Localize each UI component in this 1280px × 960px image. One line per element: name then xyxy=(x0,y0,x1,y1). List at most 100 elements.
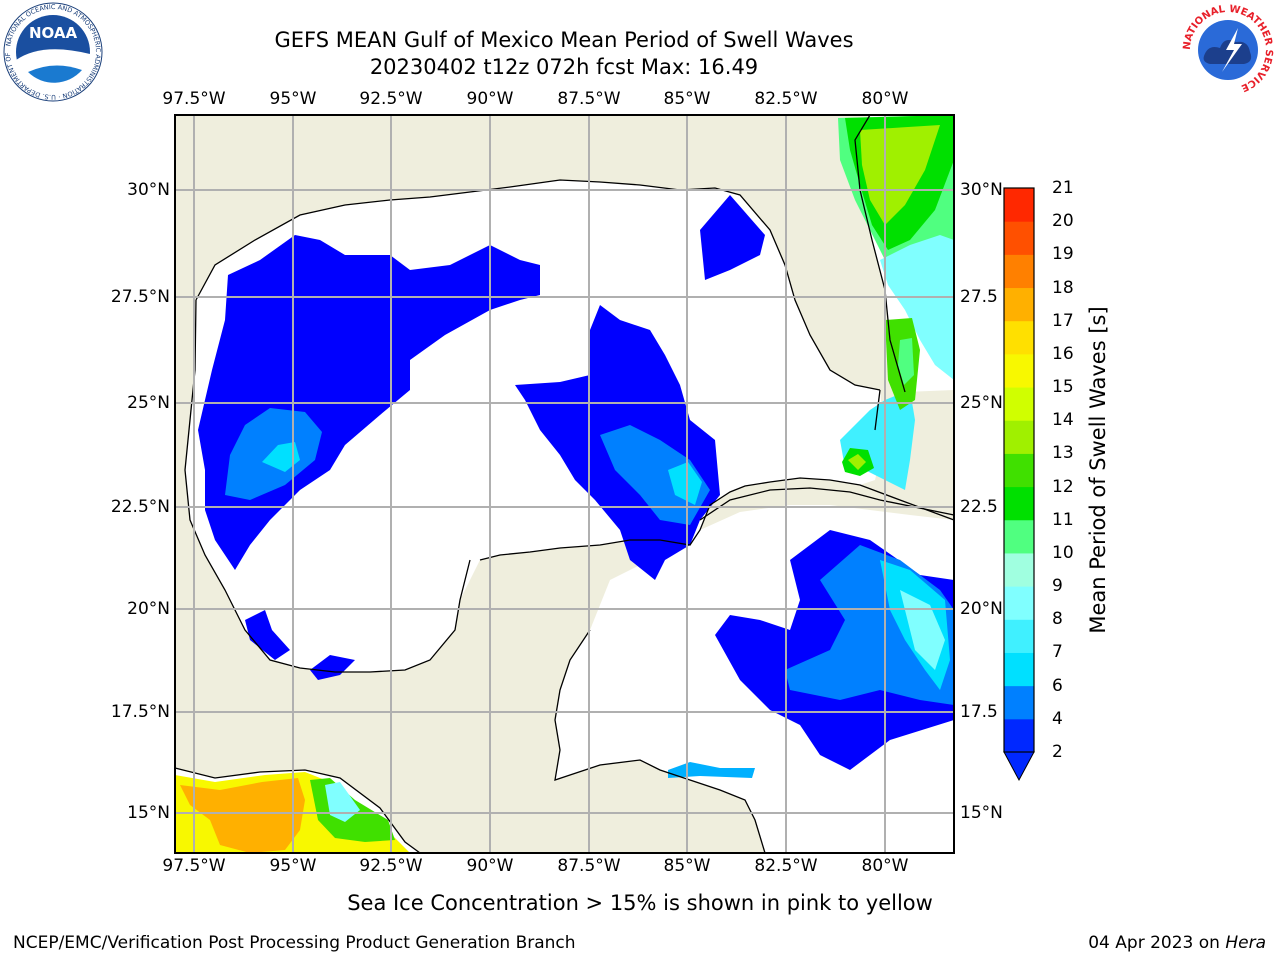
lon-tick-bottom: 95°W xyxy=(269,856,317,876)
lon-tick-top: 90°W xyxy=(466,89,514,109)
colorbar-tick-label: 18 xyxy=(1052,277,1074,298)
colorbar-tick-label: 9 xyxy=(1052,576,1063,597)
colorbar-label: Mean Period of Swell Waves [s] xyxy=(1086,306,1110,634)
colorbar-segment xyxy=(1004,586,1034,620)
lon-tick-bottom: 82.5°W xyxy=(754,856,818,876)
lat-tick-right: 22.5 xyxy=(960,497,998,517)
sea-ice-note: Sea Ice Concentration > 15% is shown in … xyxy=(347,891,933,915)
colorbar-segment xyxy=(1004,619,1034,653)
lon-tick-top: 97.5°W xyxy=(162,89,226,109)
colorbar-tick-label: 16 xyxy=(1052,343,1074,364)
mexico-pacific-coastline xyxy=(174,767,421,854)
lat-tick-right: 17.5 xyxy=(960,702,998,722)
lat-tick-right: 27.5 xyxy=(960,287,998,307)
lon-tick-top: 92.5°W xyxy=(359,89,423,109)
coastlines xyxy=(174,114,955,854)
colorbar-segment xyxy=(1004,420,1034,454)
colorbar-tick-label: 21 xyxy=(1052,178,1074,198)
swell-period-west-strip xyxy=(245,610,290,660)
lat-tick-right: 15°N xyxy=(960,803,1003,823)
colorbar-tick-label: 14 xyxy=(1052,410,1074,431)
colorbar-segment xyxy=(1004,353,1034,388)
lat-tick-right: 20°N xyxy=(960,599,1003,619)
lat-tick-left: 27.5°N xyxy=(110,287,170,307)
colorbar xyxy=(1003,187,1035,782)
colorbar-segment xyxy=(1004,287,1034,322)
lon-tick-top: 80°W xyxy=(861,89,909,109)
florida-coastline xyxy=(854,114,906,393)
field-layer xyxy=(175,115,954,853)
swell-period-central-gulf-3 xyxy=(668,462,702,505)
gulf-coastline xyxy=(184,179,955,673)
colorbar-tick-label: 4 xyxy=(1052,708,1063,729)
colorbar-segment xyxy=(1004,718,1034,753)
noaa-logo: NOAA NATIONAL OCEANIC AND ATMOSPHERIC AD… xyxy=(2,2,103,102)
lat-tick-right: 30°N xyxy=(960,180,1003,200)
lat-tick-right: 25°N xyxy=(960,393,1003,413)
map-frame xyxy=(174,114,955,854)
colorbar-tick-label: 19 xyxy=(1052,244,1074,265)
colorbar-tick-label: 13 xyxy=(1052,443,1074,464)
lat-tick-left: 22.5°N xyxy=(110,497,170,517)
lat-tick-left: 25°N xyxy=(127,393,170,413)
lon-tick-bottom: 85°W xyxy=(663,856,711,876)
colorbar-segment xyxy=(1004,685,1034,720)
footer-date-text: 04 Apr 2023 on xyxy=(1088,933,1220,953)
footer-credit: NCEP/EMC/Verification Post Processing Pr… xyxy=(13,933,576,953)
colorbar-segment xyxy=(1004,254,1034,289)
lat-tick-left: 17.5°N xyxy=(110,702,170,722)
cuba-island-outline xyxy=(699,487,955,521)
map-title: GEFS MEAN Gulf of Mexico Mean Period of … xyxy=(274,28,854,52)
colorbar-segment xyxy=(1004,221,1034,255)
lat-tick-left: 20°N xyxy=(127,599,170,619)
colorbar-segment xyxy=(1004,552,1034,587)
swell-period-pacific-2 xyxy=(180,778,305,853)
colorbar-segment xyxy=(1004,188,1034,222)
swell-period-atlantic-4 xyxy=(880,235,954,380)
swell-period-atlantic-3 xyxy=(860,125,940,225)
swell-period-atlantic-6 xyxy=(898,338,914,385)
colorbar-tick-label: 6 xyxy=(1052,675,1063,696)
lon-tick-bottom: 87.5°W xyxy=(557,856,621,876)
swell-period-central-gulf-2 xyxy=(600,425,710,525)
nws-logo: NATIONAL WEATHER SERVICE xyxy=(1180,2,1276,98)
lat-tick-left: 30°N xyxy=(127,180,170,200)
lon-tick-bottom: 92.5°W xyxy=(359,856,423,876)
colorbar-segment xyxy=(1004,320,1034,355)
colorbar-tick-label: 17 xyxy=(1052,310,1074,331)
colorbar-extend-arrow xyxy=(1003,751,1035,782)
colorbar-tick-label: 12 xyxy=(1052,476,1074,497)
colorbar-tick-label: 10 xyxy=(1052,542,1074,563)
lon-tick-bottom: 97.5°W xyxy=(162,856,226,876)
footer-host: Hera xyxy=(1225,933,1266,953)
swell-period-west-gulf-3 xyxy=(262,442,300,472)
colorbar-frame xyxy=(1003,187,1035,753)
colorbar-tick-label: 15 xyxy=(1052,377,1074,398)
noaa-wordmark: NOAA xyxy=(29,24,78,42)
colorbar-segment xyxy=(1004,387,1034,421)
colorbar-segment xyxy=(1004,652,1034,687)
lat-tick-left: 15°N xyxy=(127,803,170,823)
lon-tick-bottom: 80°W xyxy=(861,856,909,876)
lon-tick-bottom: 90°W xyxy=(466,856,514,876)
colorbar-segment xyxy=(1004,453,1034,488)
colorbar-segment xyxy=(1004,519,1034,554)
colorbar-segment xyxy=(1004,486,1034,521)
colorbar-tick-label: 8 xyxy=(1052,609,1063,630)
colorbar-tick-label: 2 xyxy=(1052,742,1063,762)
lon-tick-top: 82.5°W xyxy=(754,89,818,109)
lon-tick-top: 87.5°W xyxy=(557,89,621,109)
swell-period-florida-straits-3 xyxy=(848,454,866,470)
map-subtitle: 20230402 t12z 072h fcst Max: 16.49 xyxy=(369,55,759,79)
colorbar-segments xyxy=(1004,188,1034,753)
colorbar-tick-label: 20 xyxy=(1052,211,1074,232)
swell-period-west-strip-2 xyxy=(310,655,355,680)
lon-tick-top: 95°W xyxy=(269,89,317,109)
central-america-coastline xyxy=(554,629,766,854)
swell-period-northeast-gulf xyxy=(700,195,765,280)
lon-tick-top: 85°W xyxy=(663,89,711,109)
colorbar-tick-label: 11 xyxy=(1052,509,1074,530)
colorbar-tick-label: 7 xyxy=(1052,642,1063,663)
gridlines xyxy=(175,115,954,853)
